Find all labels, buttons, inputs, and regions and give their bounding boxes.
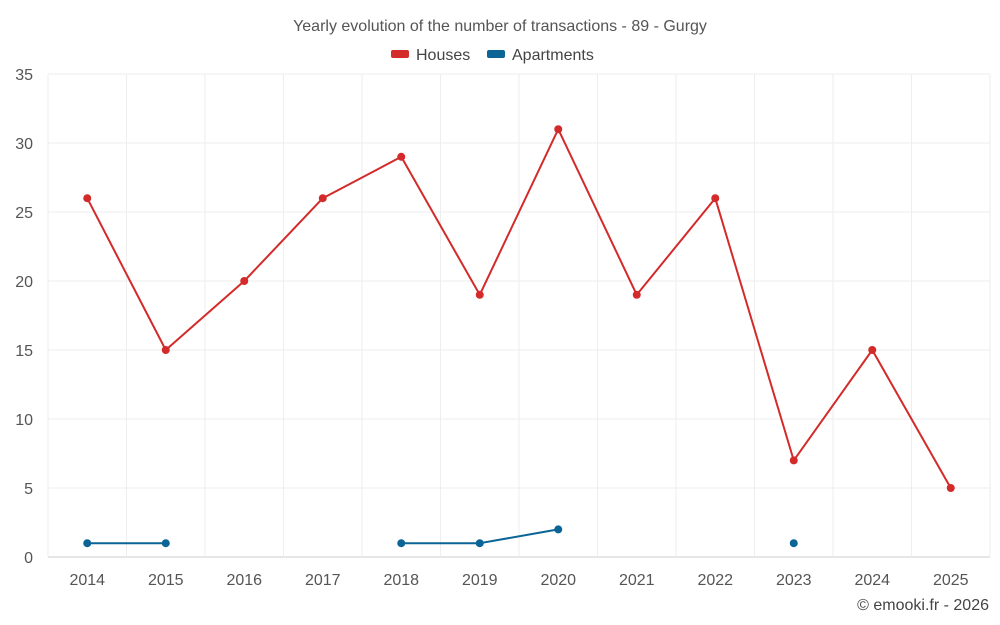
x-tick-label: 2019 [462,572,498,589]
data-point-apartments[interactable] [475,539,484,548]
series-line-houses [86,128,952,489]
y-tick-label: 30 [15,136,33,153]
x-tick-label: 2020 [540,572,576,589]
y-tick-label: 5 [24,481,33,498]
data-point-houses[interactable] [632,290,641,299]
grid [47,73,991,558]
y-tick-label: 15 [15,343,33,360]
legend-swatch-apartments [487,50,505,58]
data-point-houses[interactable] [789,456,798,465]
data-point-houses[interactable] [318,194,327,203]
data-point-apartments[interactable] [554,525,563,534]
y-tick-label: 20 [15,274,33,291]
y-tick-label: 35 [15,67,33,84]
series-layer [83,125,955,548]
chart-title: Yearly evolution of the number of transa… [293,18,707,35]
credit-text: © emooki.fr - 2026 [857,597,989,614]
y-tick-label: 25 [15,205,33,222]
x-tick-label: 2018 [383,572,419,589]
x-tick-label: 2021 [619,572,655,589]
data-point-apartments[interactable] [397,539,406,548]
x-tick-label: 2017 [305,572,341,589]
x-tick-label: 2015 [148,572,184,589]
x-axis: 2014 2015 2016 2017 2018 2019 2020 2021 2022 2023… [69,572,968,589]
data-point-houses[interactable] [397,152,406,161]
legend-label-apartments: Apartments [512,47,594,64]
y-tick-label: 0 [24,550,33,567]
data-point-houses[interactable] [240,277,249,285]
x-tick-label: 2022 [697,572,733,589]
data-point-houses[interactable] [711,194,720,203]
y-axis: 0 5 10 15 20 25 30 35 [15,67,33,567]
data-point-houses[interactable] [868,346,877,354]
legend-item-houses[interactable]: Houses [391,47,470,64]
data-point-houses[interactable] [554,125,563,134]
legend-item-apartments[interactable]: Apartments [487,47,594,64]
data-point-houses[interactable] [83,194,92,203]
series-houses [83,125,955,492]
y-tick-label: 10 [15,412,33,429]
x-tick-label: 2025 [933,572,969,589]
legend-label-houses: Houses [416,47,470,64]
x-tick-label: 2023 [776,572,812,589]
x-tick-label: 2016 [226,572,262,589]
data-point-houses[interactable] [475,290,484,299]
legend-swatch-houses [391,50,409,58]
legend[interactable]: Houses Apartments [391,47,594,64]
x-tick-label: 2024 [854,572,890,589]
data-point-apartments[interactable] [789,539,798,548]
data-point-houses[interactable] [946,484,955,492]
data-point-apartments[interactable] [83,539,92,548]
x-tick-label: 2014 [69,572,105,589]
data-point-houses[interactable] [161,346,170,354]
data-point-apartments[interactable] [161,539,170,548]
series-apartments [83,525,798,548]
